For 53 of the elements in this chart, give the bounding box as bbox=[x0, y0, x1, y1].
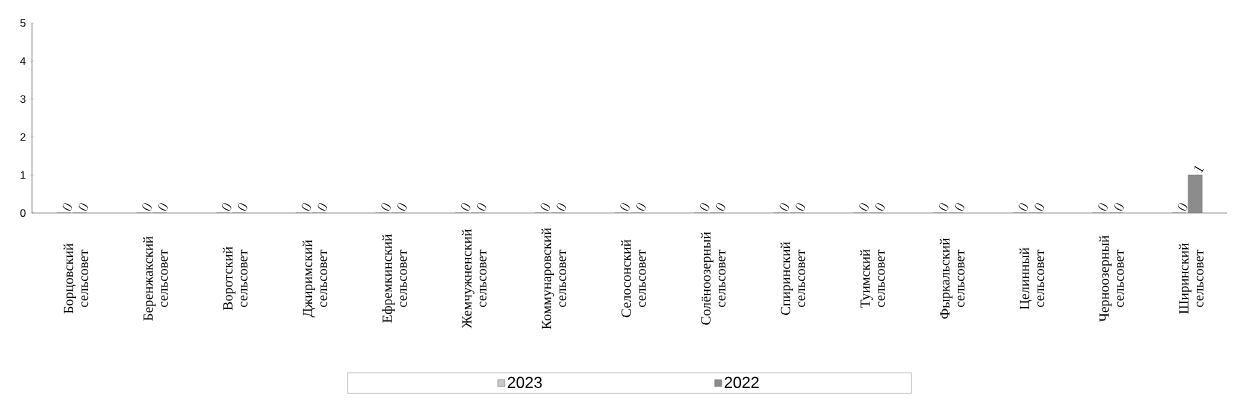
legend-label: 2023 bbox=[507, 376, 542, 389]
data-label: 0 bbox=[859, 203, 869, 211]
x-tick-label: Борцовский сельсовет bbox=[63, 243, 89, 314]
data-label: 0 bbox=[1178, 203, 1188, 211]
data-label: 0 bbox=[381, 203, 391, 211]
data-label: 1 bbox=[1194, 165, 1204, 174]
data-label: 0 bbox=[1018, 203, 1028, 211]
data-label: 0 bbox=[222, 203, 232, 211]
x-tick-label: Целинный сельсовет bbox=[1019, 247, 1045, 310]
data-label: 0 bbox=[556, 203, 566, 211]
x-tick-label: Фыркальский сельсовет bbox=[939, 238, 965, 319]
y-tick-label: 5 bbox=[20, 19, 26, 27]
data-label: 0 bbox=[477, 203, 487, 211]
x-tick-label: Туимский сельсовет bbox=[860, 249, 885, 308]
y-tick-label: 0 bbox=[20, 209, 26, 217]
data-label: 0 bbox=[1034, 203, 1044, 211]
x-tick-label: Черноозерный сельсовет bbox=[1099, 235, 1124, 322]
data-label: 0 bbox=[301, 203, 311, 211]
data-label: 0 bbox=[540, 203, 550, 211]
data-label: 0 bbox=[620, 203, 630, 211]
data-label: 0 bbox=[461, 203, 471, 211]
data-label: 0 bbox=[317, 203, 327, 211]
x-tick-label: Воротский сельсовет bbox=[222, 246, 248, 311]
data-label: 0 bbox=[142, 203, 152, 211]
data-label: 0 bbox=[636, 203, 646, 211]
data-label: 0 bbox=[955, 203, 965, 211]
x-tick-label: Солёноозерный сельсовет bbox=[700, 232, 726, 325]
x-tick-label: Селосонский сельсовет bbox=[621, 239, 646, 318]
data-label: 0 bbox=[939, 203, 949, 211]
x-tick-label: Ефремкинский сельсовет bbox=[382, 234, 407, 323]
y-tick-label: 2 bbox=[20, 133, 26, 141]
data-label: 0 bbox=[397, 203, 407, 211]
x-tick-label: Коммунаровский сельсовет bbox=[541, 227, 567, 330]
data-label: 0 bbox=[779, 203, 789, 211]
data-label: 0 bbox=[795, 203, 805, 211]
data-label: 0 bbox=[238, 203, 248, 211]
legend-label: 2022 bbox=[724, 376, 759, 389]
data-label: 0 bbox=[1098, 203, 1108, 211]
x-tick-label: Беренжакский сельсовет bbox=[143, 236, 168, 321]
data-label: 0 bbox=[875, 203, 885, 211]
data-label: 0 bbox=[78, 203, 88, 211]
data-label: 0 bbox=[716, 203, 726, 211]
data-label: 0 bbox=[62, 203, 72, 211]
x-tick-label: Ширинский сельсовет bbox=[1178, 243, 1204, 314]
data-label: 0 bbox=[1114, 203, 1124, 211]
y-tick-label: 4 bbox=[20, 57, 26, 65]
y-tick-label: 3 bbox=[20, 95, 26, 103]
x-tick-label: Спиринский сельсовет bbox=[780, 241, 806, 315]
x-tick-label: Жемчужненский сельсовет bbox=[461, 229, 487, 329]
y-tick-label: 1 bbox=[20, 171, 26, 179]
x-tick-label: Джиримский сельсовет bbox=[302, 239, 328, 318]
data-label: 0 bbox=[158, 203, 168, 211]
data-label: 0 bbox=[700, 203, 710, 211]
